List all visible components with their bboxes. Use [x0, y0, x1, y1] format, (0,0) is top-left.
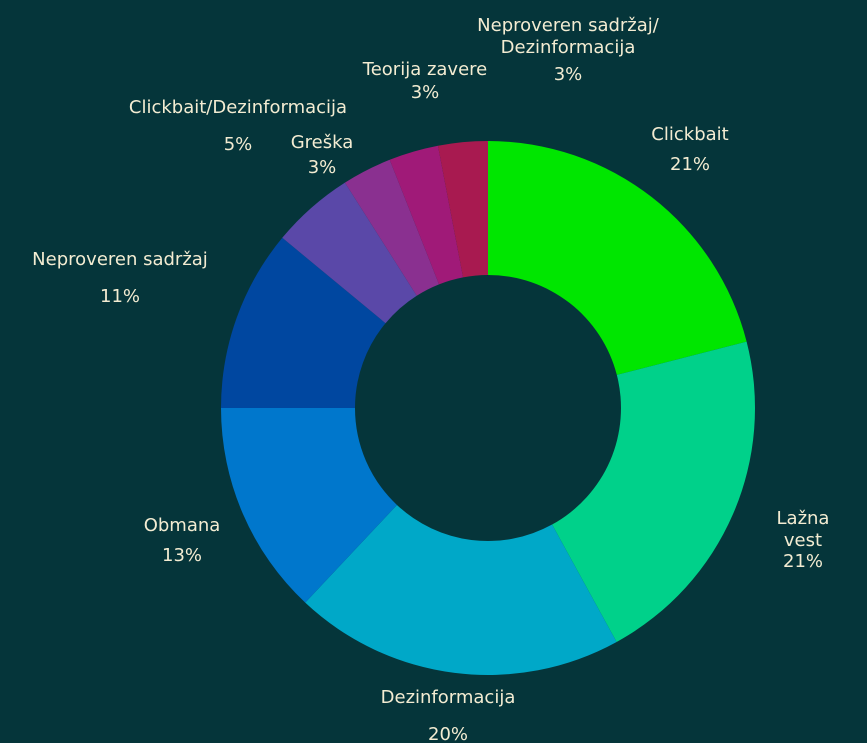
value-label: 13% [161, 545, 203, 566]
slice-label: Neproveren sadržaj/ Dezinformacija [477, 15, 659, 58]
value-label: 3% [307, 157, 337, 178]
slice-label: Greška [290, 132, 354, 153]
slice [221, 237, 386, 408]
slice [437, 141, 488, 278]
slice-label: Lažna vest [776, 508, 830, 551]
value-label: 5% [223, 134, 253, 155]
slice-label: Clickbait [651, 124, 729, 145]
slice-label: Neproveren sadržaj [32, 249, 208, 270]
value-label: 21% [669, 154, 711, 175]
slice [282, 182, 417, 324]
value-label: 20% [427, 724, 469, 743]
value-label: 11% [99, 286, 141, 307]
slice [221, 408, 397, 603]
slice [552, 341, 755, 642]
slice-label: Clickbait/Dezinformacija [128, 97, 348, 118]
slice [389, 145, 464, 285]
slice [344, 159, 440, 296]
slice-label: Obmana [143, 515, 221, 536]
value-label: 3% [553, 64, 583, 85]
slice [305, 504, 617, 675]
slice-label: Dezinformacija [380, 687, 516, 708]
value-label: 3% [410, 82, 440, 103]
slice [488, 141, 747, 375]
slice-label: Teorija zavere [362, 59, 488, 80]
value-label: 21% [782, 551, 824, 572]
